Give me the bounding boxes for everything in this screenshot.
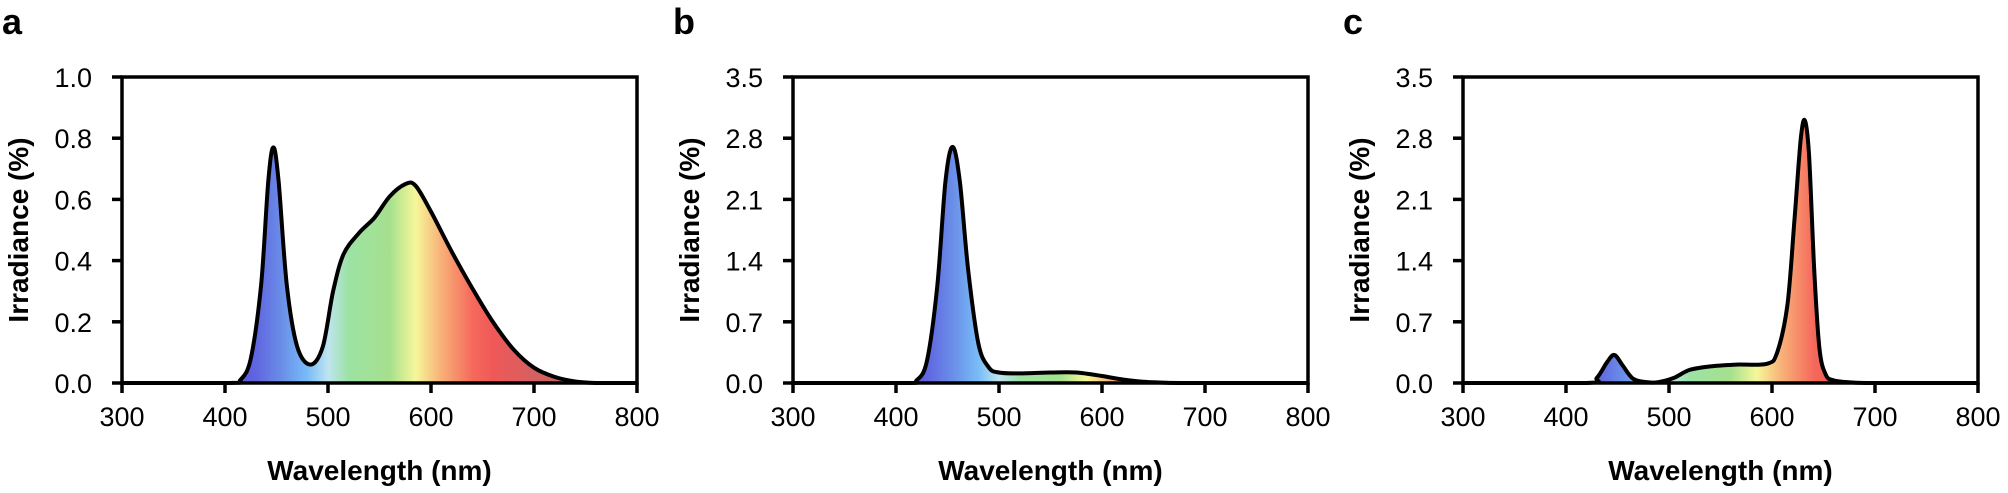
y-tick-label: 3.5 [725, 63, 763, 93]
y-tick-label: 2.1 [1395, 185, 1433, 215]
x-tick-label: 500 [1646, 402, 1691, 432]
spectrum-line [793, 144, 1308, 386]
x-axis-label: Wavelength (nm) [1608, 455, 1833, 486]
x-axis-label: Wavelength (nm) [938, 455, 1163, 486]
y-tick-label: 2.8 [725, 124, 763, 154]
y-tick-label: 0.4 [54, 247, 92, 277]
x-tick-label: 400 [202, 402, 247, 432]
x-tick-label: 300 [99, 402, 144, 432]
x-tick-label: 800 [1285, 402, 1330, 432]
y-tick-label: 0.0 [1395, 369, 1433, 399]
x-tick-label: 800 [1955, 402, 2000, 432]
y-tick-label: 0.2 [54, 308, 92, 338]
x-tick-label: 500 [305, 402, 350, 432]
x-tick-label: 400 [1543, 402, 1588, 432]
x-tick-label: 300 [1440, 402, 1485, 432]
y-tick-label: 3.5 [1395, 63, 1433, 93]
y-tick-label: 0.8 [54, 124, 92, 154]
panel-label: b [673, 1, 695, 42]
panel-a: 300 400 500 600 700 800 0.0 0.2 0.4 0.6 0.8 1.0 Wave… [2, 1, 660, 486]
plot-frame [791, 75, 1310, 385]
y-tick-label: 2.1 [725, 185, 763, 215]
y-tick-label: 0.7 [1395, 308, 1433, 338]
x-tick-label: 400 [873, 402, 918, 432]
y-axis-label: Irradiance (%) [674, 137, 705, 322]
y-tick-label: 1.4 [1395, 247, 1433, 277]
plot-frame [1461, 75, 1980, 385]
panel-c: 300 400 500 600 700 800 0.0 0.7 1.4 2.1 2.8 3.5 Wave… [1343, 1, 2001, 486]
x-tick-label: 700 [1852, 402, 1897, 432]
x-axis-label: Wavelength (nm) [267, 455, 492, 486]
x-tick-label: 600 [408, 402, 453, 432]
y-axis-label: Irradiance (%) [3, 137, 34, 322]
y-tick-label: 1.4 [725, 247, 763, 277]
y-tick-label: 0.7 [725, 308, 763, 338]
spectrum-line [1463, 117, 1978, 386]
x-tick-label: 700 [1182, 402, 1227, 432]
spectrum-area [1463, 119, 1978, 383]
x-tick-label: 600 [1079, 402, 1124, 432]
panel-label: c [1343, 1, 1363, 42]
x-tick-label: 800 [614, 402, 659, 432]
x-tick-label: 500 [976, 402, 1021, 432]
panel-label: a [2, 1, 23, 42]
panel-b: 300 400 500 600 700 800 0.0 0.7 1.4 2.1 2.8 3.5 Wave… [673, 1, 1331, 486]
x-tick-label: 700 [511, 402, 556, 432]
plot-frame [120, 75, 639, 385]
y-tick-label: 1.0 [54, 63, 92, 93]
x-tick-label: 600 [1749, 402, 1794, 432]
y-tick-label: 0.6 [54, 185, 92, 215]
spectrum-line [122, 145, 637, 385]
y-tick-label: 2.8 [1395, 124, 1433, 154]
x-tick-label: 300 [770, 402, 815, 432]
spectrum-area [122, 147, 637, 383]
y-axis-label: Irradiance (%) [1344, 137, 1375, 322]
spectrum-area [793, 146, 1308, 383]
y-tick-label: 0.0 [54, 369, 92, 399]
y-tick-label: 0.0 [725, 369, 763, 399]
